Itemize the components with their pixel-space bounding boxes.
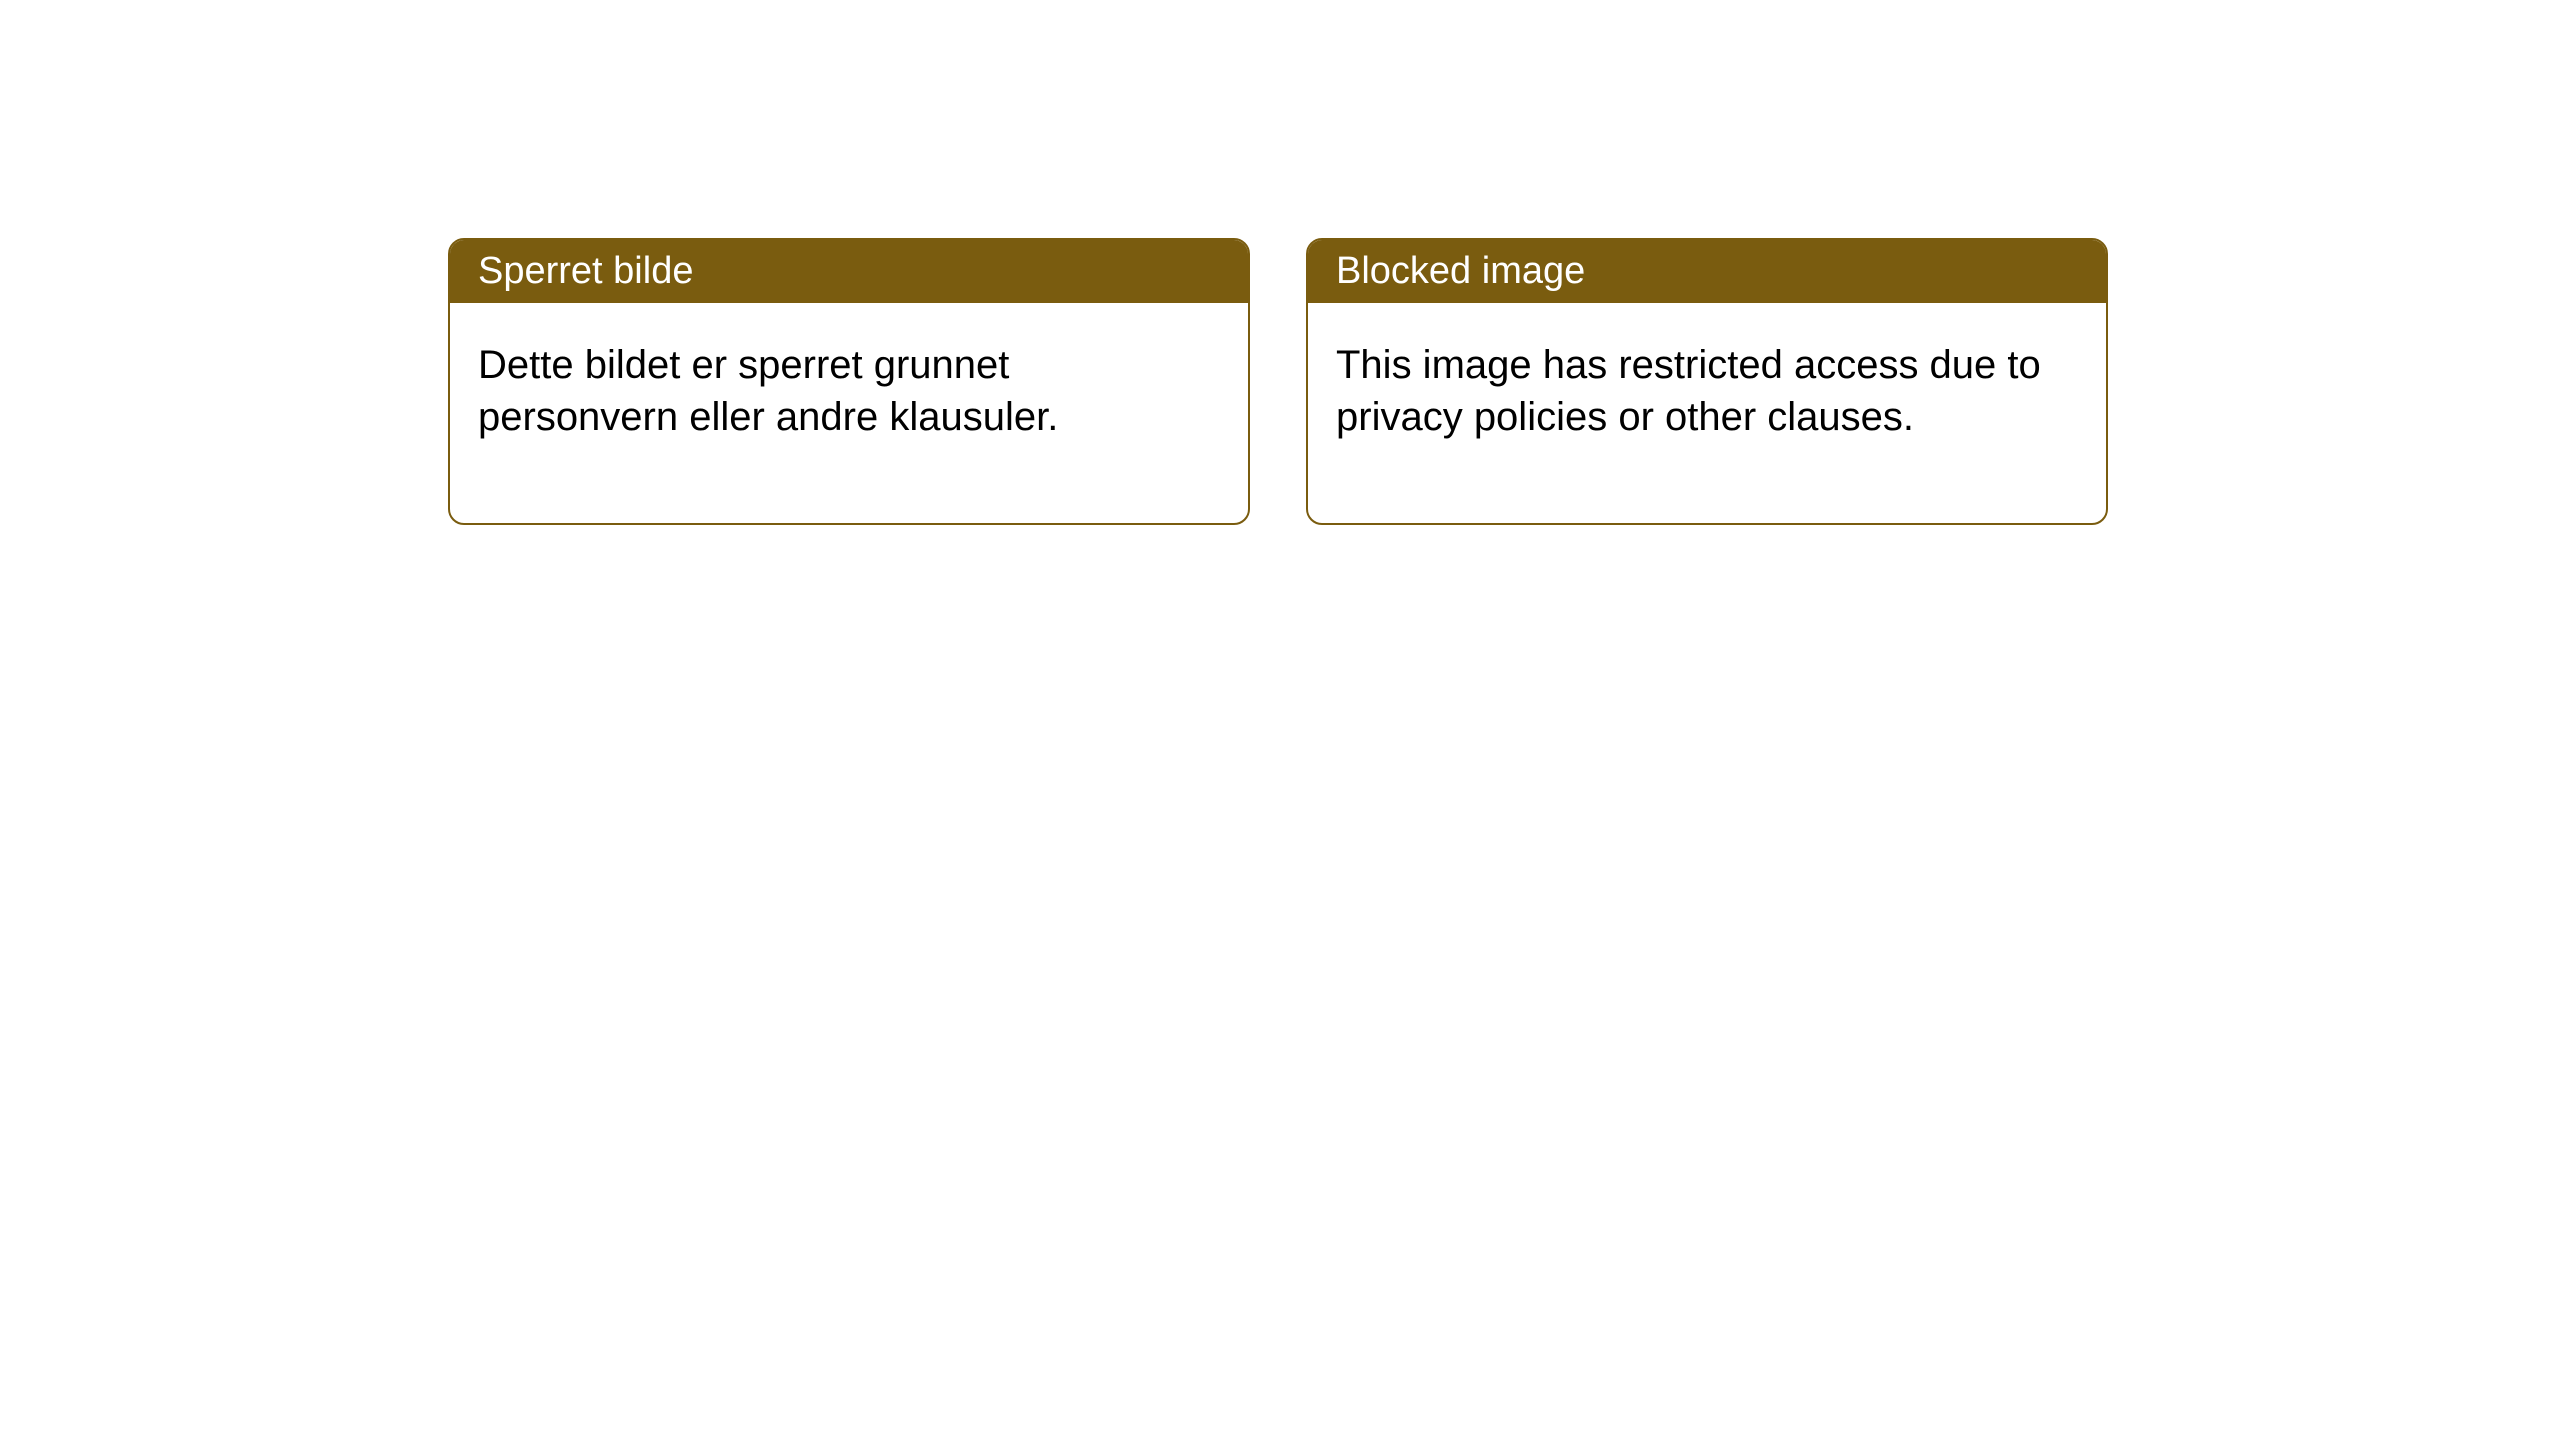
card-body-en: This image has restricted access due to … bbox=[1308, 303, 2106, 523]
card-header-no: Sperret bilde bbox=[450, 240, 1248, 303]
blocked-image-card-en: Blocked image This image has restricted … bbox=[1306, 238, 2108, 525]
notice-container: Sperret bilde Dette bildet er sperret gr… bbox=[0, 0, 2560, 525]
blocked-image-card-no: Sperret bilde Dette bildet er sperret gr… bbox=[448, 238, 1250, 525]
card-body-no: Dette bildet er sperret grunnet personve… bbox=[450, 303, 1248, 523]
card-header-en: Blocked image bbox=[1308, 240, 2106, 303]
